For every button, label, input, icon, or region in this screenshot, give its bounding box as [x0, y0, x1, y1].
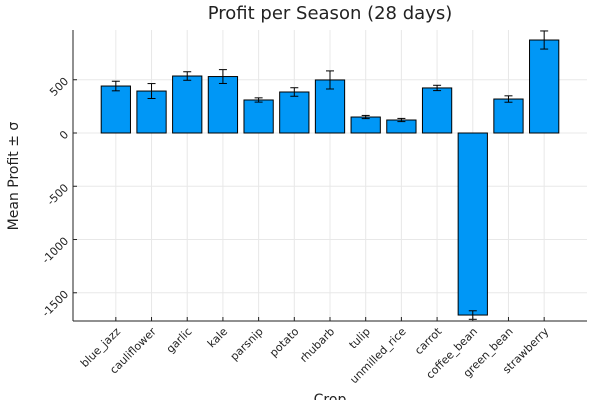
- x-tick-label: carrot: [412, 325, 445, 358]
- bar: [243, 99, 274, 134]
- x-tick-label: garlic: [164, 325, 195, 356]
- error-bar: [147, 83, 156, 99]
- error-bar: [290, 87, 299, 97]
- bar: [421, 87, 453, 134]
- bar: [493, 98, 524, 134]
- bar: [529, 39, 560, 134]
- error-bar: [540, 30, 549, 50]
- y-tick-label: -1500: [39, 288, 71, 320]
- x-tick-label: potato: [267, 325, 302, 360]
- error-bar: [326, 70, 334, 90]
- bar: [172, 75, 203, 134]
- bar: [457, 132, 488, 316]
- y-tick-label: 500: [47, 75, 71, 99]
- error-bar: [183, 71, 192, 81]
- x-tick-label: parsnip: [228, 325, 266, 363]
- bar: [100, 85, 131, 134]
- x-tick-label: tulip: [346, 325, 372, 351]
- y-axis-label: Mean Profit ± σ: [6, 122, 22, 231]
- bar: [279, 91, 310, 134]
- bar: [350, 116, 381, 134]
- error-bar: [218, 69, 227, 84]
- y-tick-label: -1000: [39, 235, 71, 267]
- error-bar: [397, 117, 406, 123]
- x-tick-label: kale: [205, 325, 230, 350]
- y-tick-label: 0: [57, 128, 71, 142]
- error-bar: [504, 95, 513, 103]
- error-bar: [433, 84, 442, 92]
- error-bar: [111, 80, 120, 92]
- error-bar: [361, 114, 370, 120]
- chart-title: Profit per Season (28 days): [208, 3, 453, 24]
- x-tick-label: rhubarb: [297, 325, 337, 365]
- bar: [207, 76, 239, 134]
- x-axis-label: Crop: [314, 392, 347, 400]
- error-bar: [254, 97, 263, 103]
- y-tick-label: -500: [44, 181, 71, 208]
